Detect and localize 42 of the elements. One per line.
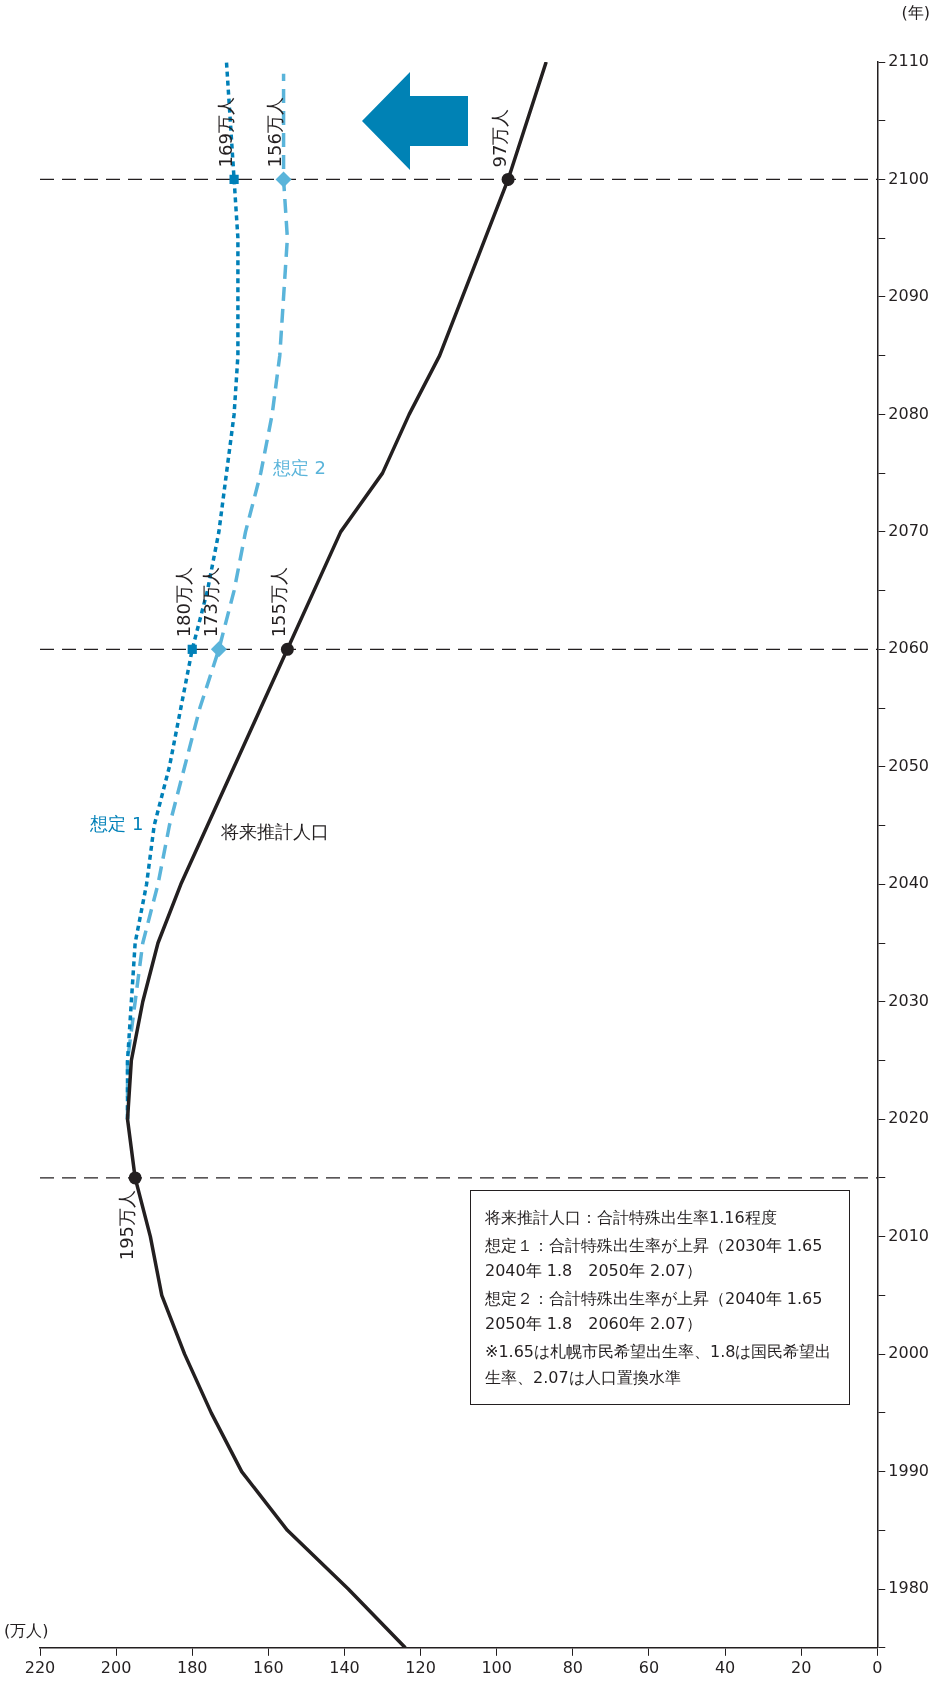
y-tick-label: 2080 — [888, 403, 929, 423]
data-label: 156万人 — [264, 97, 286, 168]
x-tick-label: 120 — [405, 1657, 436, 1677]
x-axis-title: (万人) — [4, 1620, 49, 1640]
data-label: 195万人 — [115, 1189, 137, 1261]
data-label: 155万人 — [268, 566, 290, 638]
data-label: 180万人 — [172, 566, 194, 638]
y-tick-label: 2060 — [888, 638, 929, 658]
data-label: 169万人 — [214, 97, 236, 168]
y-tick-label: 2010 — [888, 1225, 929, 1245]
y-tick-label: 2050 — [888, 755, 929, 775]
x-tick-label: 100 — [481, 1657, 512, 1677]
data-label: 97万人 — [488, 108, 510, 168]
y-tick-label: 2040 — [888, 873, 929, 893]
y-tick-label: 2030 — [888, 990, 929, 1010]
x-tick-label: 80 — [562, 1657, 583, 1677]
y-tick-label: 1990 — [888, 1460, 929, 1480]
annotation: 想定２：合計特殊出生率が上昇（2040年 1.65 2050年 1.8 2060年 2.07） — [485, 1287, 824, 1336]
y-axis-title: (年) — [901, 3, 930, 23]
y-tick-label: 2070 — [888, 521, 929, 541]
x-tick-label: 0 — [872, 1657, 883, 1677]
annotation: 将来推計人口：合計特殊出生率1.16程度 — [485, 1207, 778, 1229]
x-tick-label: 180 — [176, 1657, 208, 1677]
x-tick-label: 40 — [714, 1657, 736, 1677]
y-tick-label: 2000 — [888, 1343, 929, 1363]
x-tick-label: 160 — [253, 1657, 284, 1677]
series-label: 将来推計人口 — [220, 821, 330, 843]
x-tick-label: 200 — [100, 1657, 132, 1677]
x-tick-label: 140 — [329, 1657, 360, 1677]
annotation: 想定１：合計特殊出生率が上昇（2030年 1.65 2040年 1.8 2050年 2.07） — [485, 1234, 824, 1283]
y-tick-label: 2020 — [888, 1108, 929, 1128]
x-tick-label: 20 — [790, 1657, 812, 1677]
x-tick-label: 60 — [638, 1657, 660, 1677]
data-label: 173万人 — [199, 566, 221, 638]
annotation: ※1.65は札幌市民希望出生率、1.8は国民希望出生率、2.07は人口置換水準 — [485, 1340, 833, 1389]
y-tick-label: 2100 — [888, 168, 929, 188]
y-tick-label: 1980 — [888, 1578, 929, 1598]
series-label: 想定 1 — [89, 813, 144, 835]
y-tick-label: 2110 — [888, 51, 929, 71]
series-label: 想定 2 — [271, 456, 326, 478]
x-tick-label: 220 — [24, 1657, 56, 1677]
y-tick-label: 2090 — [888, 286, 929, 306]
